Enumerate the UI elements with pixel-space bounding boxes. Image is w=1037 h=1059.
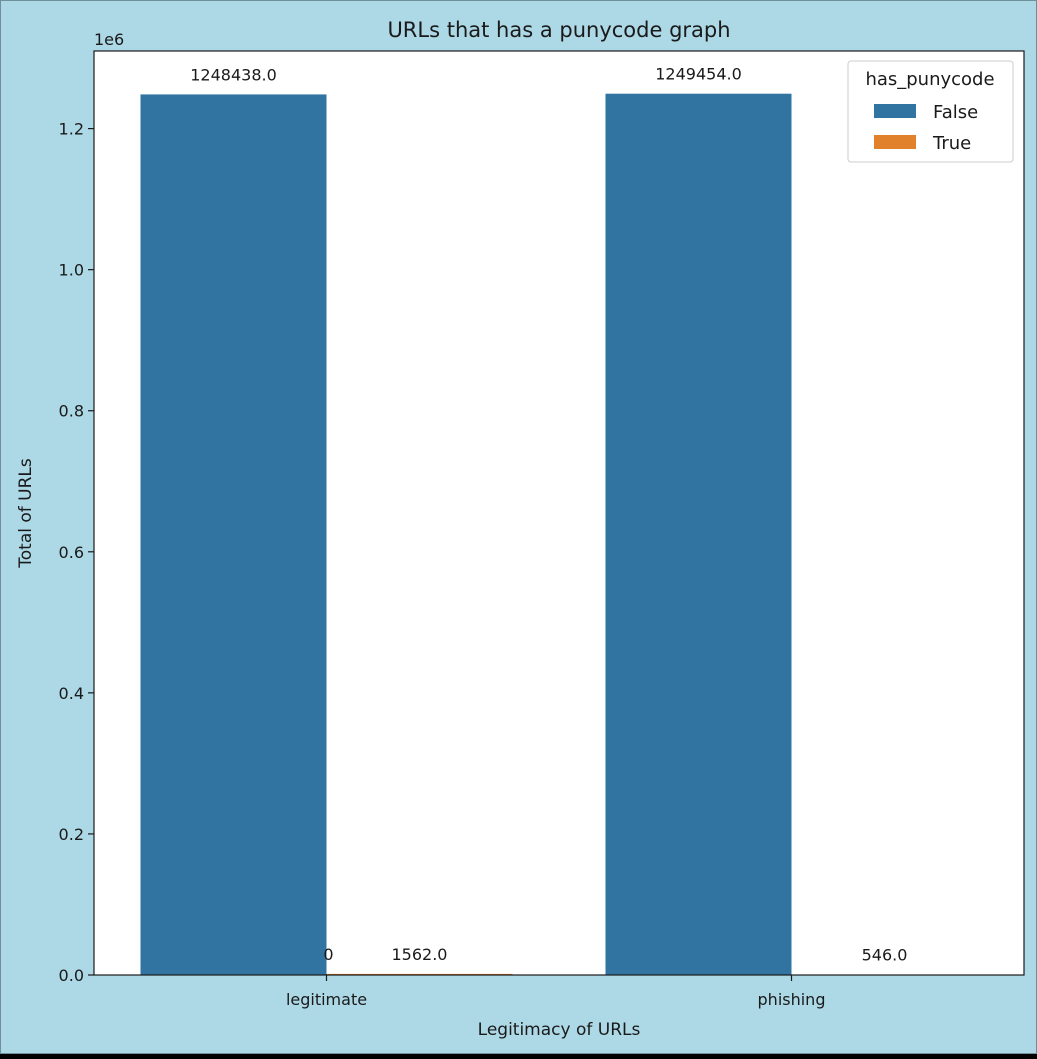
legend: has_punycode False True bbox=[848, 61, 1013, 162]
x-tick-label-phishing: phishing bbox=[758, 990, 826, 1009]
chart-title: URLs that has a punycode graph bbox=[387, 18, 730, 42]
bar-legitimate-false bbox=[141, 94, 327, 975]
y-axis-title: Total of URLs bbox=[16, 458, 36, 569]
bar-label-legitimate-false: 1248438.0 bbox=[190, 65, 277, 84]
y-axis-ticks: 0.0 0.2 0.4 0.6 0.8 1.0 1.2 bbox=[59, 120, 94, 985]
y-tick-label: 0.2 bbox=[59, 825, 84, 844]
y-axis-scale-label: 1e6 bbox=[94, 30, 124, 49]
x-axis-title: Legitimacy of URLs bbox=[478, 1020, 641, 1040]
y-tick-label: 1.0 bbox=[59, 261, 84, 280]
legend-swatch-true bbox=[874, 135, 916, 149]
bar-label-legitimate-true: 1562.0 bbox=[392, 945, 448, 964]
x-axis-ticks: legitimate phishing bbox=[286, 975, 826, 1009]
y-tick-label: 0.4 bbox=[59, 684, 84, 703]
legend-swatch-false bbox=[874, 104, 916, 118]
legend-label-true: True bbox=[932, 133, 971, 154]
bar-label-phishing-false: 1249454.0 bbox=[655, 65, 742, 84]
y-tick-label: 1.2 bbox=[59, 120, 84, 139]
bar-label-phishing-true: 546.0 bbox=[862, 946, 908, 965]
y-tick-label: 0.0 bbox=[59, 966, 84, 985]
legend-title: has_punycode bbox=[865, 69, 994, 90]
y-tick-label: 0.6 bbox=[59, 543, 84, 562]
stray-zero-annotation: 0 bbox=[323, 945, 333, 964]
bar-phishing-false bbox=[606, 94, 792, 975]
legend-label-false: False bbox=[933, 102, 978, 123]
x-tick-label-legitimate: legitimate bbox=[286, 990, 367, 1009]
y-tick-label: 0.8 bbox=[59, 402, 84, 421]
